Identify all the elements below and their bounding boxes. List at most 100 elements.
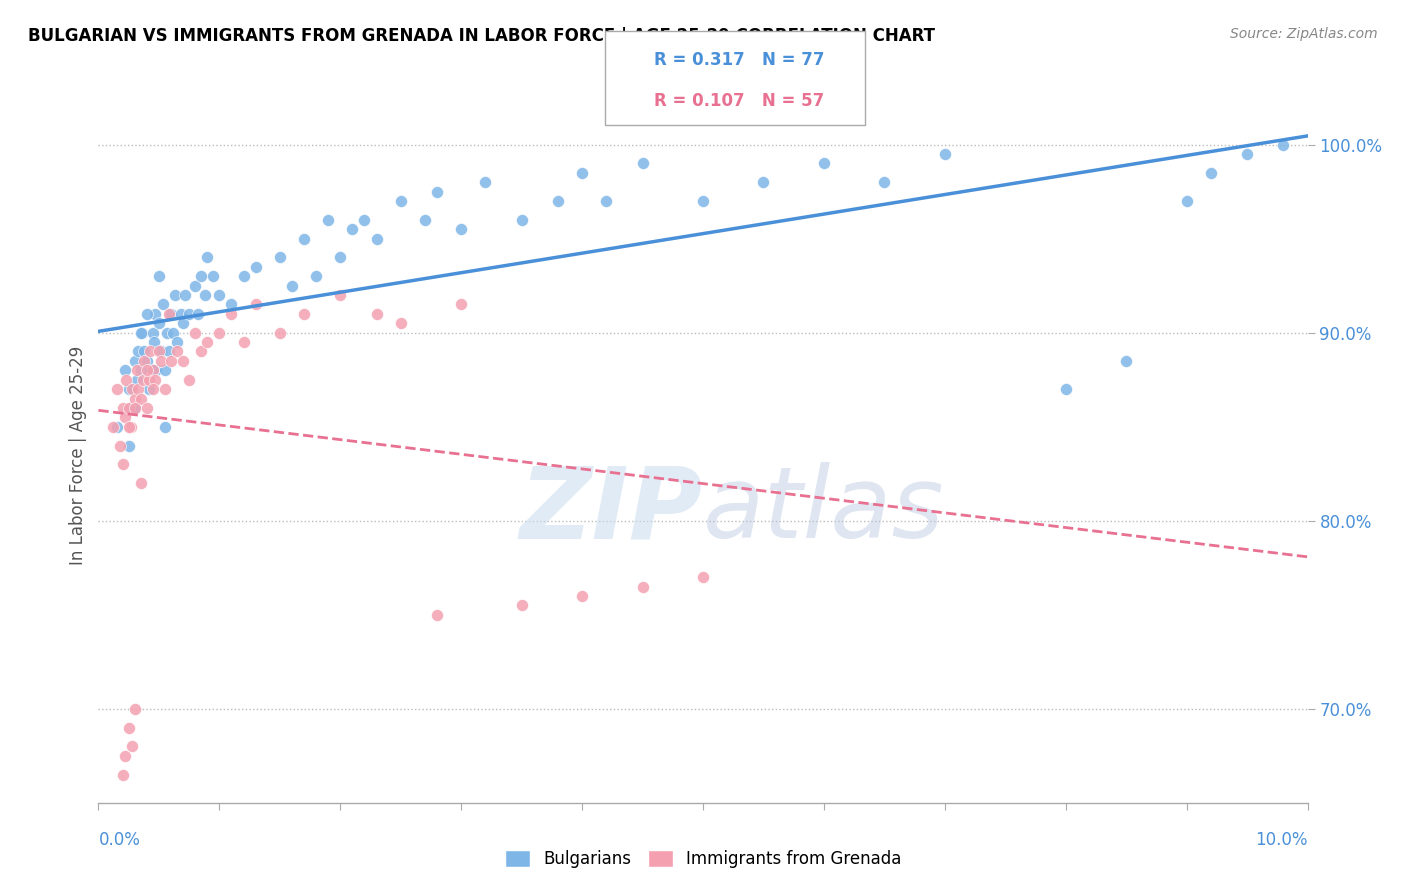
Point xyxy=(426,607,449,622)
Point xyxy=(132,373,155,387)
Point xyxy=(353,212,375,227)
Text: ZIP: ZIP xyxy=(520,462,703,559)
Point xyxy=(1272,137,1295,152)
Text: R = 0.107   N = 57: R = 0.107 N = 57 xyxy=(654,92,824,110)
Point xyxy=(208,288,231,302)
Point xyxy=(172,354,194,368)
Point xyxy=(105,382,128,396)
Point xyxy=(571,589,593,603)
Point xyxy=(153,382,176,396)
Point xyxy=(111,401,134,415)
Point xyxy=(873,175,896,189)
Point xyxy=(450,297,472,311)
Point xyxy=(129,363,152,377)
Point xyxy=(124,392,146,406)
Point xyxy=(157,344,180,359)
Point xyxy=(450,222,472,236)
Point xyxy=(166,335,188,350)
Text: Source: ZipAtlas.com: Source: ZipAtlas.com xyxy=(1230,27,1378,41)
Point xyxy=(142,326,165,340)
Point xyxy=(114,748,136,763)
Point xyxy=(138,373,160,387)
Point xyxy=(389,316,412,330)
Point xyxy=(129,476,152,491)
Point xyxy=(202,269,225,284)
Point xyxy=(129,392,152,406)
Y-axis label: In Labor Force | Age 25-29: In Labor Force | Age 25-29 xyxy=(69,345,87,565)
Point xyxy=(127,363,149,377)
Point xyxy=(813,156,835,170)
Point xyxy=(752,175,775,189)
Point xyxy=(1115,354,1137,368)
Point xyxy=(426,185,449,199)
Point xyxy=(232,269,254,284)
Text: R = 0.317   N = 77: R = 0.317 N = 77 xyxy=(654,51,824,69)
Point xyxy=(221,297,243,311)
Point xyxy=(1175,194,1198,208)
Point xyxy=(179,373,201,387)
Point xyxy=(157,307,180,321)
Point xyxy=(152,297,174,311)
Point xyxy=(232,335,254,350)
Point xyxy=(131,326,153,340)
Point xyxy=(245,260,267,274)
Point xyxy=(153,363,176,377)
Point xyxy=(108,438,131,452)
Point xyxy=(150,354,173,368)
Text: atlas: atlas xyxy=(703,462,945,559)
Point xyxy=(292,307,315,321)
Point xyxy=(118,401,141,415)
Point xyxy=(105,419,128,434)
Point xyxy=(474,175,496,189)
Point xyxy=(134,354,156,368)
Point xyxy=(934,147,956,161)
Point xyxy=(124,354,146,368)
Point xyxy=(366,307,388,321)
Point xyxy=(156,326,179,340)
Point xyxy=(139,344,162,359)
Point xyxy=(692,570,714,584)
Point xyxy=(148,269,170,284)
Point xyxy=(142,382,165,396)
Point xyxy=(510,599,533,613)
Point xyxy=(124,401,146,415)
Point xyxy=(127,373,149,387)
Point xyxy=(143,307,166,321)
Point xyxy=(120,419,142,434)
Point xyxy=(111,458,134,472)
Point xyxy=(174,288,197,302)
Point xyxy=(184,278,207,293)
Point xyxy=(153,419,176,434)
Point xyxy=(631,156,654,170)
Point xyxy=(118,438,141,452)
Legend: Bulgarians, Immigrants from Grenada: Bulgarians, Immigrants from Grenada xyxy=(498,843,908,875)
Point xyxy=(114,410,136,425)
Point xyxy=(166,344,188,359)
Point xyxy=(118,419,141,434)
Point xyxy=(135,363,157,377)
Point xyxy=(145,363,167,377)
Point xyxy=(194,288,217,302)
Text: 0.0%: 0.0% xyxy=(98,831,141,849)
Point xyxy=(163,288,186,302)
Point xyxy=(135,354,157,368)
Point xyxy=(692,194,714,208)
Point xyxy=(135,307,157,321)
Point xyxy=(571,166,593,180)
Point xyxy=(143,335,166,350)
Point xyxy=(129,326,152,340)
Point xyxy=(190,269,212,284)
Point xyxy=(1236,147,1258,161)
Point xyxy=(366,232,388,246)
Point xyxy=(150,344,173,359)
Point xyxy=(269,326,291,340)
Point xyxy=(1199,166,1222,180)
Point xyxy=(135,401,157,415)
Point xyxy=(187,307,209,321)
Point xyxy=(124,702,146,716)
Point xyxy=(115,373,138,387)
Point xyxy=(1054,382,1077,396)
Point xyxy=(305,269,328,284)
Point xyxy=(138,382,160,396)
Point xyxy=(142,363,165,377)
